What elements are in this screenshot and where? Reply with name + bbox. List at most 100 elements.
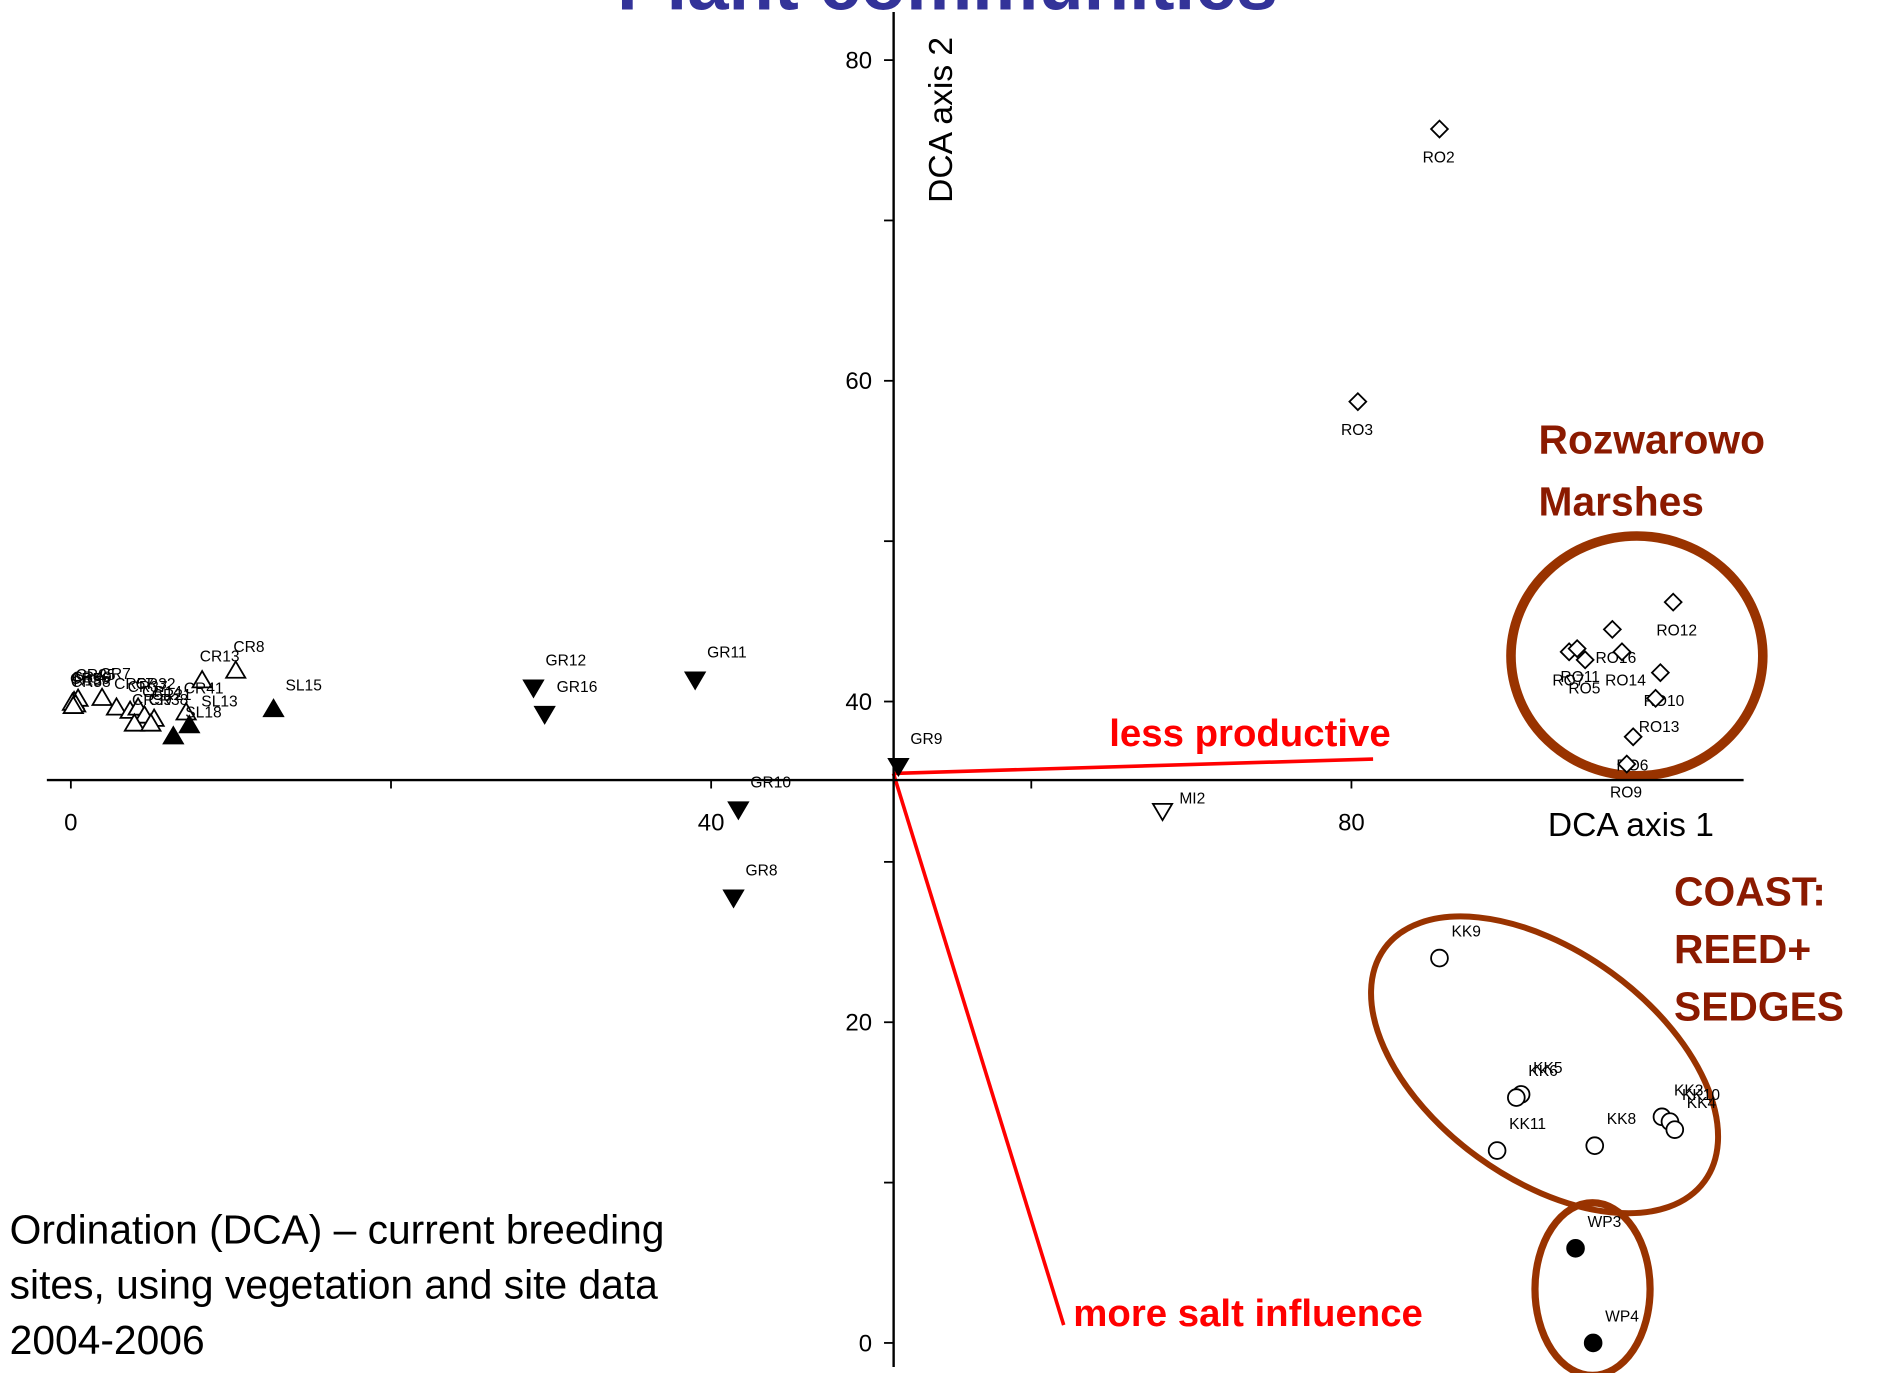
point: [1665, 1120, 1685, 1139]
point-label: GR12: [545, 653, 586, 670]
point-label: CR7: [100, 666, 131, 683]
point: [533, 705, 556, 725]
point-label: KK9: [1451, 924, 1480, 941]
point-label: WP3: [1588, 1214, 1622, 1231]
point: [224, 659, 247, 679]
annotation: REED+: [1674, 926, 1811, 972]
point-label: KK3: [1674, 1082, 1703, 1099]
point: [522, 679, 545, 699]
point-label: SL15: [286, 677, 323, 694]
point: [1151, 802, 1174, 822]
point-label: CR14: [142, 684, 182, 701]
annotation: Marshes: [1539, 479, 1704, 525]
point: [174, 701, 198, 721]
point: [727, 801, 750, 821]
point-label: RO13: [1639, 719, 1680, 736]
point: [139, 712, 163, 732]
point: [1585, 1136, 1605, 1156]
caption: Ordination (DCA) – current breeding: [10, 1206, 665, 1252]
point: [1583, 1333, 1603, 1353]
point-label: CR13: [200, 648, 240, 665]
point-label: RO14: [1605, 672, 1646, 689]
point: [105, 696, 128, 716]
point-label: GR10: [750, 774, 791, 791]
annotation: more salt influence: [1073, 1292, 1423, 1335]
point-label: MI2: [1179, 790, 1205, 807]
group-ellipse: [1506, 531, 1768, 781]
point: [1567, 638, 1587, 659]
caption: sites, using vegetation and site data: [10, 1262, 658, 1308]
point-label: RO3: [1341, 422, 1373, 439]
point-label: GR11: [707, 644, 747, 661]
point-label: CR40: [72, 669, 112, 686]
point-label: SL13: [201, 693, 237, 710]
point: [162, 725, 185, 745]
point: [1429, 119, 1450, 139]
point-label: KK11: [1509, 1116, 1546, 1133]
point: [1566, 1239, 1585, 1258]
point: [683, 671, 707, 691]
point: [1645, 688, 1666, 708]
point: [887, 758, 910, 778]
point-label: CR25: [76, 667, 116, 684]
point: [190, 669, 214, 689]
point: [1602, 619, 1623, 640]
point-label: CR41: [184, 681, 224, 698]
point-label: CR58: [71, 674, 111, 691]
point: [123, 712, 146, 732]
vector: [893, 757, 1374, 776]
point-label: GR8: [746, 863, 778, 880]
point-label: CR21: [152, 687, 192, 704]
point-label: CR39: [132, 692, 172, 709]
point-label: GR16: [557, 679, 598, 696]
point: [1612, 642, 1632, 662]
point: [722, 889, 745, 909]
point-label: RO2: [1423, 150, 1455, 167]
point-label: CR57: [114, 676, 154, 693]
point: [1507, 1088, 1526, 1107]
point-label: KK4: [1687, 1095, 1717, 1112]
point-label: GR9: [910, 731, 942, 748]
point: [62, 694, 85, 714]
x-tick-label: 80: [1338, 809, 1365, 836]
chart-title: Plant communities: [617, 0, 1278, 26]
caption: 2004-2006: [10, 1317, 205, 1363]
group-ellipse: [1531, 1199, 1654, 1373]
x-tick-label: 40: [698, 809, 725, 836]
point-label: WP4: [1605, 1308, 1639, 1325]
x-tick-label: 0: [64, 809, 77, 836]
x-axis-label: DCA axis 1: [1548, 807, 1714, 844]
point: [1617, 754, 1637, 774]
point-label: CR32: [136, 676, 176, 693]
point: [178, 714, 201, 734]
point-label: RO11: [1560, 669, 1600, 686]
point-label: CR56: [70, 671, 110, 688]
annotation: Rozwarowo: [1539, 416, 1765, 462]
point-label: RO5: [1568, 680, 1600, 697]
y-tick-label: 0: [859, 1330, 872, 1357]
y-tick-label: 20: [845, 1010, 872, 1037]
point: [1430, 948, 1449, 968]
y-axis-label: DCA axis 2: [923, 37, 960, 203]
y-tick-label: 80: [845, 47, 872, 74]
annotation: COAST:: [1674, 868, 1826, 914]
group-ellipse: [1368, 913, 1722, 1217]
point-label: KK6: [1528, 1063, 1557, 1080]
point: [1650, 662, 1671, 683]
point: [1487, 1141, 1507, 1160]
y-tick-label: 40: [845, 689, 872, 716]
point: [1575, 650, 1595, 670]
point: [1623, 727, 1643, 747]
point: [90, 686, 114, 706]
point-label: CR8: [233, 639, 264, 656]
point-label: CR37: [128, 679, 168, 696]
vector: [891, 772, 1066, 1326]
point-label: KK5: [1533, 1060, 1563, 1077]
point-label: RO7: [1552, 672, 1584, 689]
point-label: KK8: [1607, 1111, 1636, 1128]
point: [262, 698, 285, 718]
point-label: CR38: [148, 692, 188, 709]
annotation: less productive: [1109, 712, 1390, 755]
annotation: SEDGES: [1674, 983, 1844, 1029]
